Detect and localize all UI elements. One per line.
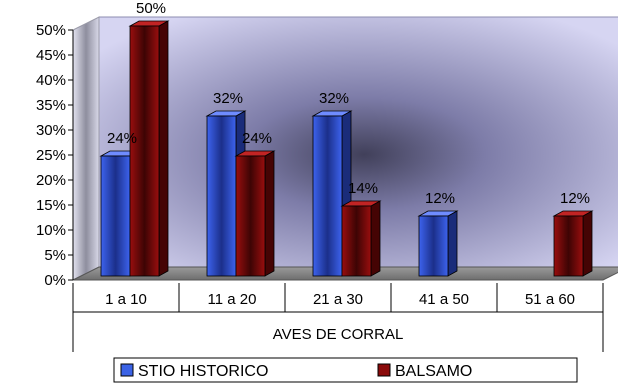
- category-label: 21 a 30: [313, 291, 363, 308]
- data-label: 12%: [560, 190, 590, 207]
- bar: [128, 20, 170, 277]
- bar-front: [418, 215, 449, 277]
- bar-front: [235, 155, 266, 277]
- category-axis: 1 a 10 11 a 20 21 a 30 41 a 50 51 a 60 AVES D…: [72, 283, 604, 352]
- category-label: 1 a 10: [105, 291, 147, 308]
- bar: [234, 150, 276, 277]
- x-axis-title: AVES DE CORRAL: [273, 326, 404, 343]
- category-label: 11 a 20: [208, 291, 257, 308]
- bar: [417, 210, 459, 277]
- data-label: 50%: [136, 0, 166, 17]
- legend-box: [113, 357, 578, 383]
- data-label: 14%: [348, 180, 378, 197]
- legend: STIO HISTORICO BALSAMO: [113, 357, 578, 383]
- data-label: 12%: [425, 190, 455, 207]
- bar-side: [370, 200, 381, 277]
- side-wall: [72, 16, 100, 281]
- category-label: 51 a 60: [525, 291, 575, 308]
- bar: [340, 200, 382, 277]
- data-label: 24%: [107, 130, 137, 147]
- bar-side: [447, 210, 458, 277]
- category-label: 41 a 50: [419, 291, 469, 308]
- bar-front: [553, 215, 584, 277]
- y-tick-label: 5%: [44, 247, 66, 264]
- y-tick-label: 15%: [36, 197, 66, 214]
- y-tick-label: 45%: [36, 47, 66, 64]
- bar-side: [582, 210, 593, 277]
- legend-swatch: [377, 363, 391, 377]
- data-labels: 24% 50% 32% 24% 32% 14% 12% 12%: [107, 0, 590, 207]
- bar-front: [341, 205, 372, 277]
- bar-front: [206, 115, 237, 277]
- y-tick-label: 50%: [36, 22, 66, 39]
- data-label: 32%: [319, 90, 349, 107]
- y-tick-label: 25%: [36, 147, 66, 164]
- y-tick-label: 40%: [36, 72, 66, 89]
- legend-label: STIO HISTORICO: [138, 363, 268, 380]
- bar-side: [158, 20, 169, 277]
- legend-swatch: [120, 363, 134, 377]
- data-label: 32%: [213, 90, 243, 107]
- y-tick-label: 20%: [36, 172, 66, 189]
- bar-front: [312, 115, 343, 277]
- y-tick-label: 35%: [36, 97, 66, 114]
- y-tick-label: 0%: [44, 272, 66, 289]
- bar-front: [100, 155, 131, 277]
- y-tick-label: 10%: [36, 222, 66, 239]
- bar: [552, 210, 594, 277]
- bar-front: [129, 25, 160, 277]
- y-tick-label: 30%: [36, 122, 66, 139]
- bars: [99, 20, 594, 277]
- value-axis: 0% 5% 10% 15% 20% 25% 30% 35% 40% 45% 50%: [36, 22, 74, 289]
- data-label: 24%: [242, 130, 272, 147]
- bar-side: [264, 150, 275, 277]
- legend-label: BALSAMO: [395, 363, 472, 380]
